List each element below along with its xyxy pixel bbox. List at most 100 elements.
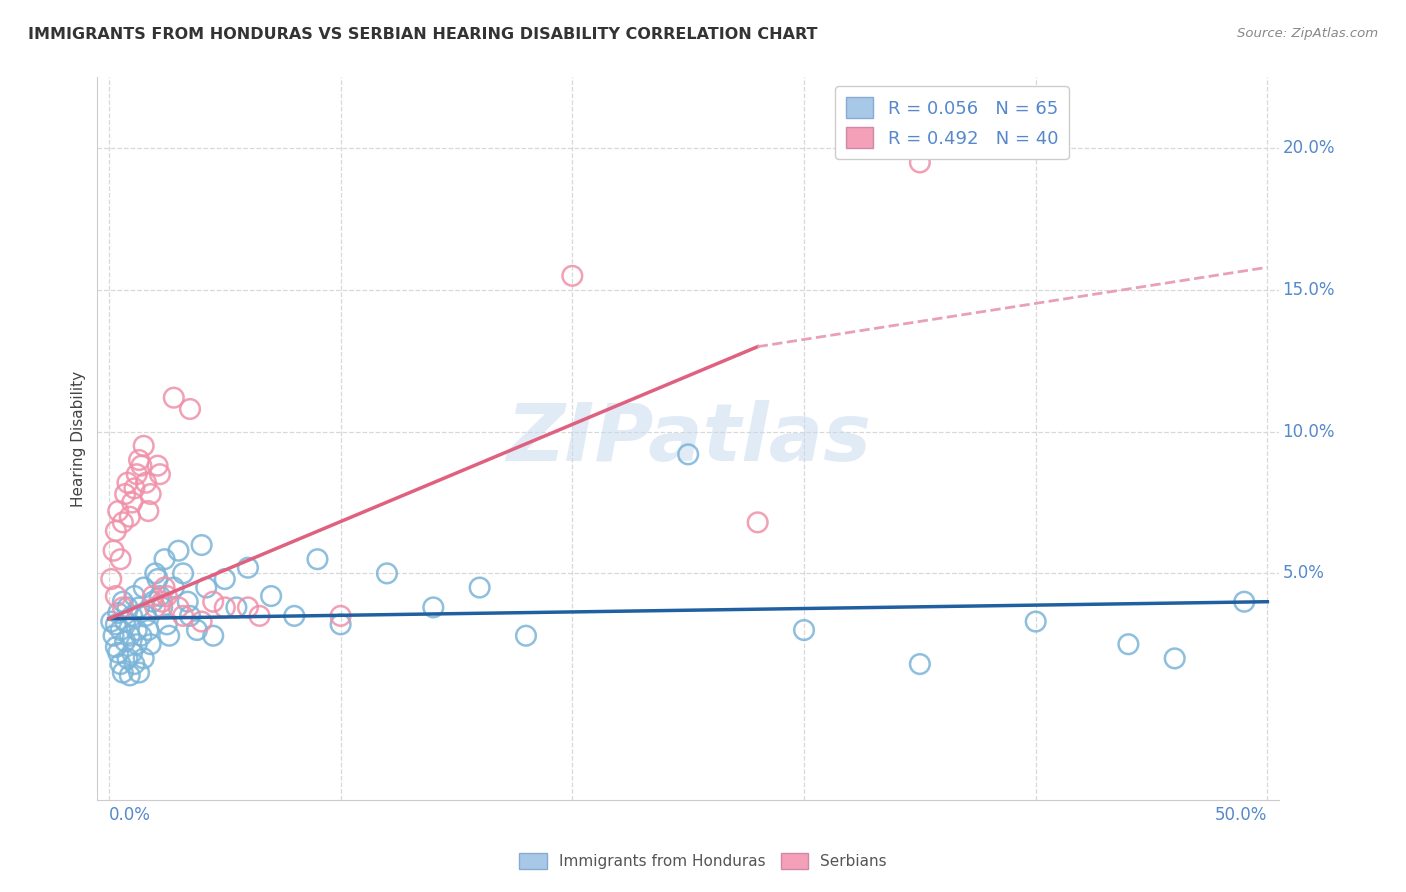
Point <box>167 600 190 615</box>
Point <box>124 589 146 603</box>
Point <box>114 634 136 648</box>
Point <box>179 402 201 417</box>
Point <box>195 581 218 595</box>
Point <box>107 504 129 518</box>
Point <box>214 600 236 615</box>
Point <box>156 617 179 632</box>
Point <box>139 487 162 501</box>
Point <box>114 487 136 501</box>
Point <box>124 481 146 495</box>
Point <box>132 581 155 595</box>
Point <box>283 608 305 623</box>
Text: 20.0%: 20.0% <box>1282 139 1336 157</box>
Point <box>132 439 155 453</box>
Point <box>307 552 329 566</box>
Point <box>117 600 139 615</box>
Point <box>163 581 186 595</box>
Point <box>110 657 132 671</box>
Point <box>128 665 150 680</box>
Point <box>104 617 127 632</box>
Point <box>747 516 769 530</box>
Point <box>125 467 148 482</box>
Point <box>143 600 166 615</box>
Point <box>125 637 148 651</box>
Point <box>149 589 172 603</box>
Point <box>236 600 259 615</box>
Point <box>249 608 271 623</box>
Point <box>135 608 157 623</box>
Point <box>111 595 134 609</box>
Point <box>118 668 141 682</box>
Point <box>143 566 166 581</box>
Point <box>121 608 143 623</box>
Point <box>172 608 194 623</box>
Point <box>908 155 931 169</box>
Point <box>136 504 159 518</box>
Point <box>104 524 127 538</box>
Point <box>131 629 153 643</box>
Point <box>136 623 159 637</box>
Point <box>117 475 139 490</box>
Point <box>177 595 200 609</box>
Point <box>1118 637 1140 651</box>
Point <box>100 572 122 586</box>
Point <box>1025 615 1047 629</box>
Text: ZIPatlas: ZIPatlas <box>506 400 870 478</box>
Point <box>121 646 143 660</box>
Point <box>121 495 143 509</box>
Point <box>150 600 173 615</box>
Legend: R = 0.056   N = 65, R = 0.492   N = 40: R = 0.056 N = 65, R = 0.492 N = 40 <box>835 87 1069 159</box>
Point <box>103 543 125 558</box>
Point <box>131 458 153 473</box>
Point <box>118 629 141 643</box>
Point <box>157 629 180 643</box>
Point <box>104 640 127 654</box>
Point <box>103 629 125 643</box>
Point <box>163 391 186 405</box>
Point <box>128 600 150 615</box>
Point <box>128 453 150 467</box>
Point <box>468 581 491 595</box>
Point <box>202 595 225 609</box>
Text: 10.0%: 10.0% <box>1282 423 1336 441</box>
Point <box>142 589 165 603</box>
Point <box>153 552 176 566</box>
Point <box>111 600 134 615</box>
Point <box>110 623 132 637</box>
Text: 15.0%: 15.0% <box>1282 281 1336 299</box>
Point <box>139 637 162 651</box>
Point <box>142 595 165 609</box>
Point <box>793 623 815 637</box>
Point <box>186 623 208 637</box>
Point <box>107 606 129 620</box>
Point <box>676 447 699 461</box>
Point <box>329 608 352 623</box>
Point <box>153 581 176 595</box>
Point <box>422 600 444 615</box>
Point <box>375 566 398 581</box>
Point <box>149 467 172 482</box>
Point <box>202 629 225 643</box>
Point <box>214 572 236 586</box>
Point <box>190 615 212 629</box>
Point <box>111 665 134 680</box>
Point <box>104 589 127 603</box>
Point <box>132 651 155 665</box>
Point <box>156 589 179 603</box>
Text: 50.0%: 50.0% <box>1215 805 1267 823</box>
Point <box>236 560 259 574</box>
Point <box>515 629 537 643</box>
Point <box>150 595 173 609</box>
Point <box>117 651 139 665</box>
Legend: Immigrants from Honduras, Serbians: Immigrants from Honduras, Serbians <box>513 847 893 875</box>
Y-axis label: Hearing Disability: Hearing Disability <box>72 371 86 507</box>
Point <box>1164 651 1187 665</box>
Text: Source: ZipAtlas.com: Source: ZipAtlas.com <box>1237 27 1378 40</box>
Point <box>225 600 247 615</box>
Point <box>111 516 134 530</box>
Text: 0.0%: 0.0% <box>108 805 150 823</box>
Point <box>135 475 157 490</box>
Point <box>100 615 122 629</box>
Point <box>124 657 146 671</box>
Point <box>190 538 212 552</box>
